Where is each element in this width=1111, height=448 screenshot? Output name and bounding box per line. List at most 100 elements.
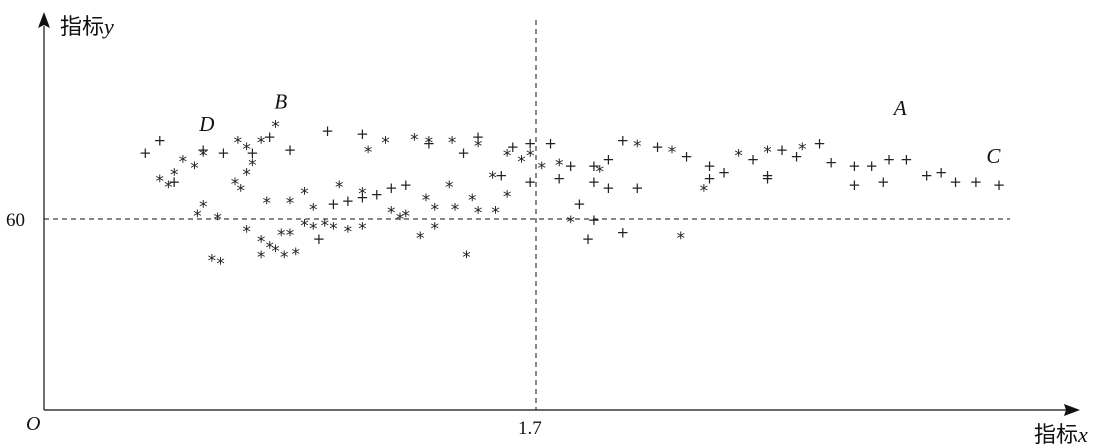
star-point-46: *	[193, 207, 202, 227]
star-point-35: *	[364, 143, 373, 163]
plus-point-59: +	[588, 211, 601, 229]
data-points: **** *** ** ******** * **** ** * **** *** * * ** * * * *…	[139, 118, 1005, 275]
plus-point-3: +	[217, 144, 230, 162]
origin-label: O	[26, 413, 40, 435]
plus-point-20: +	[680, 147, 693, 165]
plus-point-44: +	[495, 166, 508, 184]
plus-point-6: +	[284, 141, 297, 159]
plus-point-43: +	[524, 173, 537, 191]
plus-point-57: +	[582, 230, 595, 248]
point-label-b: B	[274, 90, 287, 114]
star-point-53: *	[216, 255, 225, 275]
plus-point-11: +	[457, 144, 470, 162]
plus-point-42: +	[553, 170, 566, 188]
star-point-22: *	[358, 185, 367, 205]
plus-point-0: +	[139, 144, 152, 162]
plus-point-2: +	[197, 141, 210, 159]
star-point-13: *	[242, 165, 251, 185]
star-point-4: *	[190, 159, 199, 179]
star-point-21: *	[335, 178, 344, 198]
plus-point-5: +	[263, 128, 276, 146]
plus-point-17: +	[602, 151, 615, 169]
star-point-29: *	[503, 188, 512, 208]
plus-point-40: +	[703, 170, 716, 188]
star-point-51: *	[280, 248, 289, 268]
plus-point-50: +	[385, 179, 398, 197]
plus-point-45: +	[168, 173, 181, 191]
plus-point-31: +	[900, 151, 913, 169]
star-point-66: *	[676, 229, 685, 249]
plus-point-52: +	[631, 179, 644, 197]
plus-point-32: +	[920, 166, 933, 184]
plus-point-23: +	[747, 151, 760, 169]
x-axis-arrow	[1064, 404, 1080, 416]
y-ref-tick-label: 60	[6, 210, 25, 231]
star-point-52: *	[292, 245, 301, 265]
star-point-19: *	[309, 201, 318, 221]
plus-point-27: +	[825, 154, 838, 172]
plus-point-36: +	[993, 176, 1006, 194]
plus-point-56: +	[573, 195, 586, 213]
plus-point-14: +	[544, 135, 557, 153]
star-point-56: *	[344, 223, 353, 243]
point-labels: A B C D	[198, 90, 1001, 168]
plus-point-10: +	[472, 128, 485, 146]
star-point-7: *	[164, 178, 173, 198]
star-point-36: *	[381, 134, 390, 154]
plus-point-15: +	[564, 157, 577, 175]
plus-point-13: +	[524, 135, 537, 153]
star-point-55: *	[257, 248, 266, 268]
plus-point-38: +	[588, 173, 601, 191]
star-point-63: *	[491, 204, 500, 224]
point-label-c: C	[986, 144, 1001, 168]
star-point-16: *	[263, 194, 272, 214]
star-point-44: *	[309, 220, 318, 240]
star-point-47: *	[242, 223, 251, 243]
plus-point-18: +	[617, 131, 630, 149]
plus-point-51: +	[400, 176, 413, 194]
y-axis-label-prefix: 指标	[60, 14, 104, 39]
star-point-14: *	[199, 197, 208, 217]
star-point-30: *	[488, 169, 497, 189]
plus-point-12: +	[507, 138, 520, 156]
plus-point-21: +	[703, 157, 716, 175]
star-point-3: *	[170, 165, 179, 185]
star-point-73: *	[763, 143, 772, 163]
star-point-59: *	[416, 229, 425, 249]
plus-point-54: +	[877, 173, 890, 191]
plus-point-9: +	[423, 135, 436, 153]
star-point-40: *	[474, 137, 483, 157]
star-point-32: *	[538, 159, 547, 179]
star-point-33: *	[555, 156, 564, 176]
plus-point-19: +	[651, 138, 664, 156]
star-point-5: *	[199, 146, 208, 166]
plus-point-58: +	[617, 224, 630, 242]
plus-point-48: +	[356, 189, 369, 207]
star-point-45: *	[329, 220, 338, 240]
plus-point-55: +	[313, 230, 326, 248]
x-axis-label: 指标x	[1034, 422, 1088, 447]
plus-point-8: +	[356, 125, 369, 143]
point-label-a: A	[892, 96, 907, 120]
star-point-64: *	[462, 248, 471, 268]
plus-point-26: +	[813, 135, 826, 153]
star-point-25: *	[430, 201, 439, 221]
x-axis-label-prefix: 指标	[1034, 422, 1078, 447]
star-point-57: *	[358, 220, 367, 240]
plus-point-25: +	[790, 147, 803, 165]
star-point-38: *	[425, 134, 434, 154]
plus-point-46: +	[327, 195, 340, 213]
star-point-1: *	[257, 134, 266, 154]
plus-point-41: +	[761, 166, 774, 184]
star-point-34: *	[595, 162, 604, 182]
plus-point-49: +	[371, 186, 384, 204]
star-point-24: *	[402, 207, 411, 227]
star-point-50: *	[271, 242, 280, 262]
star-point-37: *	[410, 130, 419, 150]
y-axis-label: 指标y	[60, 14, 114, 39]
star-point-26: *	[422, 191, 431, 211]
y-axis-label-var: y	[102, 14, 114, 39]
plus-point-1: +	[154, 131, 167, 149]
y-axis-arrow	[38, 12, 50, 28]
